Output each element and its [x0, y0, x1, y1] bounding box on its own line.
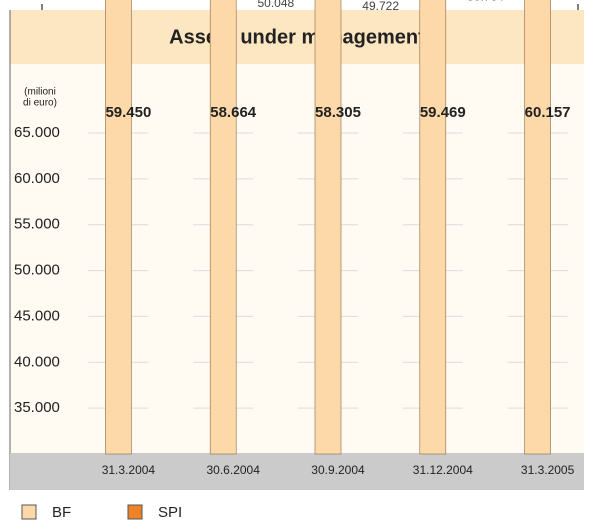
chart-background	[10, 10, 584, 490]
y-unit: (milioni	[24, 87, 56, 98]
x-tick-label: 31.3.2004	[102, 463, 156, 477]
y-tick-label: 35.000	[14, 399, 60, 416]
legend-swatch	[127, 504, 143, 520]
value-label: 49.722	[362, 0, 399, 13]
x-tick-label: 30.9.2004	[311, 463, 365, 477]
y-tick-label: 40.000	[14, 353, 60, 370]
x-tick-label: 31.12.2004	[413, 463, 473, 477]
y-unit: di euro)	[23, 98, 57, 109]
value-label: 50.764	[467, 0, 504, 4]
y-tick-label: 50.000	[14, 262, 60, 279]
total-label: 59.450	[105, 104, 151, 121]
chart-title: Assets under management	[169, 26, 425, 48]
bar-segment	[105, 0, 132, 455]
x-tick-label: 30.6.2004	[207, 463, 261, 477]
bar-segment	[209, 0, 237, 455]
category-band	[10, 453, 584, 490]
bar-segment	[524, 0, 551, 455]
legend-label: BF	[52, 504, 71, 521]
bar-segment	[419, 0, 447, 455]
y-tick-label: 60.000	[14, 170, 60, 187]
x-tick-label: 31.3.2005	[521, 463, 575, 477]
y-tick-label: 65.000	[14, 124, 60, 141]
value-label: 50.048	[257, 0, 294, 10]
legend-swatch	[21, 504, 37, 520]
y-tick-label: 55.000	[14, 216, 60, 233]
y-tick-label: 45.000	[14, 307, 60, 324]
bar-segment	[314, 0, 342, 455]
legend-label: SPI	[158, 504, 182, 521]
total-label: 58.664	[210, 104, 257, 121]
total-label: 59.469	[420, 104, 466, 121]
total-label: 60.157	[525, 104, 571, 121]
total-label: 58.305	[315, 104, 361, 121]
value-label: 50.825	[153, 0, 190, 3]
